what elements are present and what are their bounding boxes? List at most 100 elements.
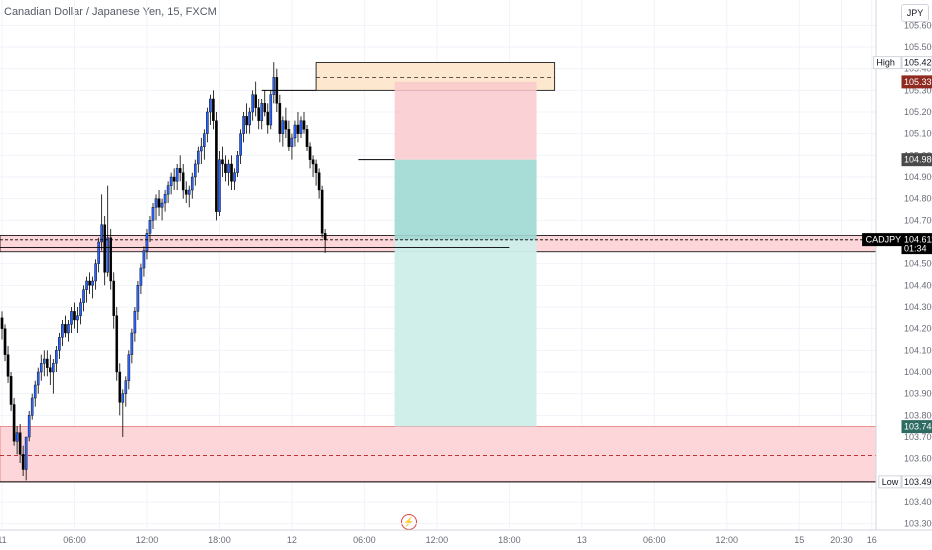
price-tag-label: High xyxy=(876,58,895,68)
demand-zone-lower[interactable] xyxy=(0,426,877,483)
candle-body xyxy=(230,163,233,182)
candle-body xyxy=(311,159,315,165)
price-tag-value: 104.980 xyxy=(904,155,932,165)
price-tag-countdown: 01:34 xyxy=(904,244,927,254)
x-tick-label: 12:00 xyxy=(136,535,159,545)
candle-body xyxy=(236,155,239,173)
x-tick-label: 12:00 xyxy=(716,535,739,545)
candle-body xyxy=(142,250,146,269)
y-tick-label: 104.000 xyxy=(904,367,932,377)
candle-body xyxy=(36,371,40,386)
candle-body xyxy=(94,263,97,282)
price-tag-label: CADJPY xyxy=(866,235,902,245)
candle-body xyxy=(305,129,309,147)
candle-body xyxy=(215,120,218,212)
candle-body xyxy=(76,315,79,321)
candle-body xyxy=(251,94,254,113)
y-tick-label: 104.200 xyxy=(904,324,932,334)
y-tick-label: 105.500 xyxy=(904,42,932,52)
y-tick-label: 104.800 xyxy=(904,194,932,204)
candle-body xyxy=(154,198,158,208)
candle-body xyxy=(209,98,212,113)
candle-body xyxy=(64,324,67,334)
price-tag-105.339[interactable] xyxy=(901,75,932,89)
candle-body xyxy=(166,185,170,195)
candle-body xyxy=(190,176,194,191)
candle-body xyxy=(136,285,140,312)
y-tick-label: 103.900 xyxy=(904,389,932,399)
candle-body xyxy=(151,207,155,221)
candle-body xyxy=(0,317,4,329)
horizontal-levels xyxy=(0,89,876,248)
symbol-title: Canadian Dollar / Japanese Yen, 15, FXCM xyxy=(4,6,217,18)
candle-body xyxy=(169,176,173,186)
candle-body xyxy=(293,124,297,139)
candle-body xyxy=(15,432,19,442)
candle-body xyxy=(70,311,73,325)
candle-body xyxy=(239,133,242,156)
y-tick-label: 103.300 xyxy=(904,519,932,529)
price-tag-105.428[interactable] xyxy=(901,56,932,70)
price-tag-103.493[interactable] xyxy=(901,475,932,489)
candle-body xyxy=(148,220,152,234)
candle-body xyxy=(124,380,128,394)
y-tick-label: 104.100 xyxy=(904,345,932,355)
price-tag-label-box xyxy=(872,56,902,70)
candle-body xyxy=(245,116,248,126)
candle-body xyxy=(272,77,276,95)
profit-realized-area[interactable] xyxy=(394,159,537,240)
candle-body xyxy=(172,176,176,182)
price-tag-value: 105.428 xyxy=(904,58,932,68)
x-tick-label: 16 xyxy=(867,535,877,545)
short-position-tool xyxy=(394,81,537,427)
take-profit-area[interactable] xyxy=(394,239,537,427)
candle-body xyxy=(82,289,85,303)
candle-body xyxy=(127,354,131,381)
candle-body xyxy=(302,120,306,130)
price-tag-value: 105.339 xyxy=(904,77,932,87)
stop-loss-area[interactable] xyxy=(394,81,537,160)
candle-body xyxy=(55,350,58,364)
candle-body xyxy=(46,358,49,368)
candle-body xyxy=(218,159,221,212)
y-tick-label: 104.300 xyxy=(904,302,932,312)
candle-body xyxy=(296,124,300,134)
candle-body xyxy=(97,241,100,264)
price-tag-104.980[interactable] xyxy=(901,153,932,167)
candle-body xyxy=(287,129,291,147)
candle-body xyxy=(133,311,137,334)
candle-body xyxy=(278,103,282,134)
candle-body xyxy=(160,202,164,208)
x-tick-label: 13 xyxy=(577,535,587,545)
candlestick-series xyxy=(0,62,327,481)
candle-body xyxy=(299,120,303,134)
y-tick-label: 104.700 xyxy=(904,215,932,225)
candle-body xyxy=(3,328,7,355)
candle-body xyxy=(206,111,209,134)
candle-body xyxy=(18,432,22,455)
candle-body xyxy=(115,315,119,373)
x-tick-label: 06:00 xyxy=(643,535,666,545)
candle-body xyxy=(181,172,185,191)
candle-body xyxy=(224,163,227,173)
price-tag-103.748[interactable] xyxy=(901,420,932,434)
candle-body xyxy=(118,371,122,403)
chart-zones xyxy=(0,62,877,483)
candle-body xyxy=(42,358,46,364)
candle-body xyxy=(308,146,312,160)
candle-body xyxy=(157,198,161,208)
price-tag-104.611[interactable] xyxy=(901,233,932,255)
candle-body xyxy=(27,415,31,438)
currency-selector[interactable]: JPY xyxy=(901,4,929,22)
candle-body xyxy=(24,436,28,470)
candle-body xyxy=(67,324,70,334)
time-axis: 11 06:00 12:00 18:00 12 06:00 12:00 18:00 13 06:0… xyxy=(0,529,932,545)
candle-body xyxy=(260,103,264,121)
candle-body xyxy=(254,94,257,108)
y-tick-label: 104.900 xyxy=(904,172,932,182)
candle-body xyxy=(242,116,245,134)
candle-body xyxy=(61,324,64,338)
candle-body xyxy=(103,224,106,273)
candle-body xyxy=(233,172,236,182)
